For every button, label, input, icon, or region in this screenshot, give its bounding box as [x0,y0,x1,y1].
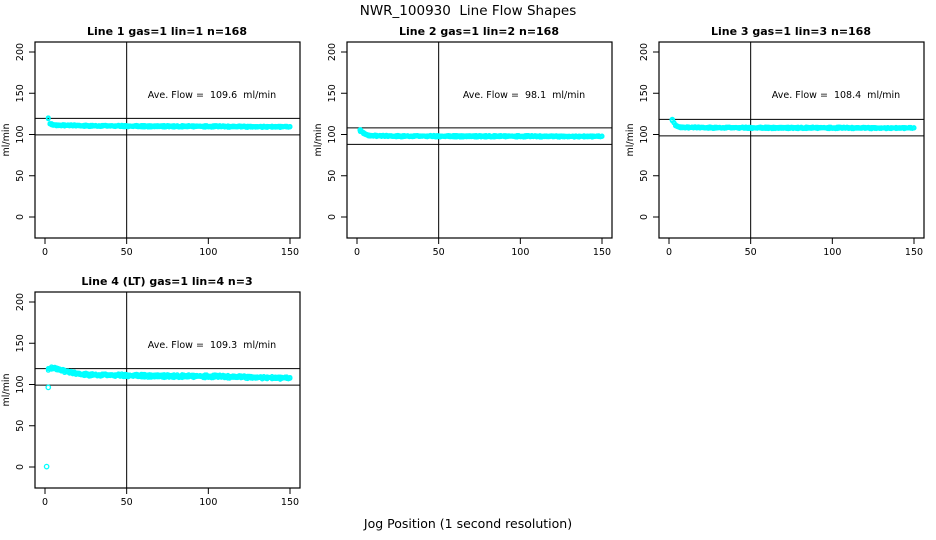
x-tick-label: 50 [433,247,445,258]
x-tick-label: 50 [121,497,133,508]
x-tick-label: 150 [593,247,611,258]
ave-flow-annotation: Ave. Flow = 109.6 ml/min [148,90,276,101]
axes: 0 50 100 150 200 0 50 100 150 ml/min [313,41,613,258]
ave-flow-annotation: Ave. Flow = 98.1 ml/min [463,90,585,101]
x-tick-label: 50 [745,247,757,258]
y-tick-label: 50 [15,170,26,182]
y-tick-label: 100 [15,375,26,393]
y-tick-label: 150 [15,84,26,102]
outlier-point [45,384,52,391]
plot-box [346,41,613,239]
y-axis-label: ml/min [1,123,12,156]
subplot-title: Line 3 gas=1 lin=3 n=168 [711,25,871,38]
subplot-line-1: 0 50 100 150 200 0 50 100 150 ml/min Line 1 gas=1 … [0,22,312,272]
plot-box [658,41,925,239]
data-points [43,364,293,470]
ave-flow-annotation: Ave. Flow = 109.3 ml/min [148,340,276,351]
subplot-line-2: 0 50 100 150 200 0 50 100 150 ml/min Line 2 gas=1 … [312,22,624,272]
y-tick-label: 150 [639,84,650,102]
axes: 0 50 100 150 200 0 50 100 150 ml/min [625,41,925,258]
x-tick-label: 100 [199,247,217,258]
x-tick-label: 100 [823,247,841,258]
data-points [45,115,293,131]
y-axis-label: ml/min [1,373,12,406]
y-tick-label: 200 [15,293,26,311]
y-tick-label: 0 [639,214,650,220]
x-tick-label: 150 [905,247,923,258]
x-tick-label: 150 [281,247,299,258]
x-tick-label: 100 [199,497,217,508]
subplot-line-4-plot: 0 50 100 150 200 0 50 100 150 ml/min Line 4 (LT) g… [1,275,301,508]
outlier-point [357,127,364,133]
y-tick-label: 150 [15,334,26,352]
subplot-line-3-plot: 0 50 100 150 200 0 50 100 150 ml/min Line 3 gas=1 … [625,25,925,258]
y-tick-label: 200 [639,43,650,61]
y-tick-label: 150 [327,84,338,102]
ave-flow-annotation: Ave. Flow = 108.4 ml/min [772,90,900,101]
y-axis-label: ml/min [625,123,636,156]
x-tick-label: 0 [42,247,48,258]
x-tick-label: 150 [281,497,299,508]
outlier-point [43,463,50,470]
y-tick-label: 0 [15,464,26,470]
y-tick-label: 200 [15,43,26,61]
y-axis-label: ml/min [313,123,324,156]
subplot-line-1-plot: 0 50 100 150 200 0 50 100 150 ml/min Line 1 gas=1 … [1,25,301,258]
axes: 0 50 100 150 200 0 50 100 150 ml/min [1,41,301,258]
plot-box [34,41,301,239]
y-tick-label: 200 [327,43,338,61]
subplot-title: Line 2 gas=1 lin=2 n=168 [399,25,559,38]
y-tick-label: 50 [327,170,338,182]
subplot-line-3: 0 50 100 150 200 0 50 100 150 ml/min Line 3 gas=1 … [624,22,936,272]
data-points [357,127,605,140]
chart-title: NWR_100930 Line Flow Shapes [359,3,577,19]
x-tick-label: 0 [354,247,360,258]
x-tick-label: 0 [666,247,672,258]
x-tick-label: 50 [121,247,133,258]
y-tick-label: 100 [15,125,26,143]
x-tick-label: 0 [42,497,48,508]
subplot-line-4: 0 50 100 150 200 0 50 100 150 ml/min Line 4 (LT) g… [0,272,312,522]
y-tick-label: 100 [639,125,650,143]
y-tick-label: 50 [639,170,650,182]
x-tick-label: 100 [511,247,529,258]
subplot-title: Line 4 (LT) gas=1 lin=4 n=3 [81,275,252,288]
y-tick-label: 0 [15,214,26,220]
y-tick-label: 0 [327,214,338,220]
subplot-line-2-plot: 0 50 100 150 200 0 50 100 150 ml/min Line 2 gas=1 … [313,25,613,258]
plot-box [34,291,301,489]
y-tick-label: 100 [327,125,338,143]
axes: 0 50 100 150 200 0 50 100 150 ml/min [1,291,301,508]
y-tick-label: 50 [15,420,26,432]
x-axis-label: Jog Position (1 second resolution) [363,516,573,531]
subplot-title: Line 1 gas=1 lin=1 n=168 [87,25,247,38]
outlier-point [669,116,676,123]
data-points [669,116,917,132]
